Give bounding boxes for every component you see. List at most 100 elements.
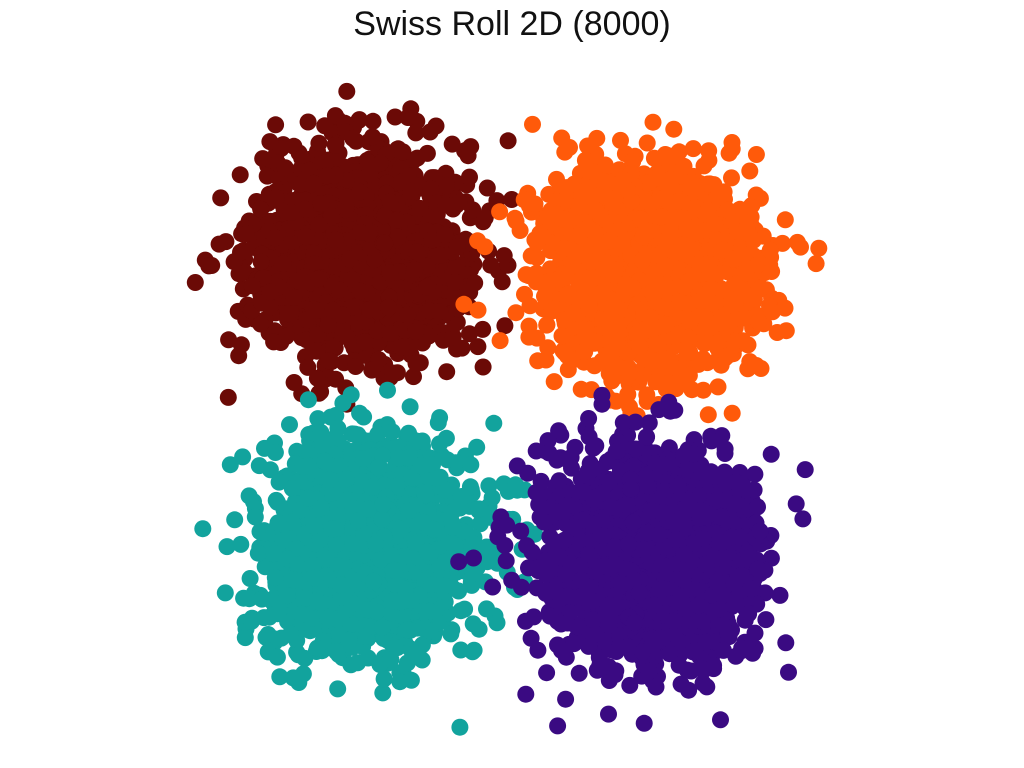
scatter-point [768,324,786,341]
scatter-point [356,333,374,351]
scatter-point [363,361,381,379]
scatter-point [613,235,631,252]
scatter-point [296,200,314,218]
scatter-point [267,116,285,134]
scatter-point [720,144,738,162]
scatter-point [617,275,635,293]
scatter-point [338,82,356,100]
scatter-point [308,369,326,387]
scatter-point [254,150,272,168]
scatter-point [341,250,358,268]
scatter-point [493,273,511,291]
scatter-point [310,270,328,288]
scatter-point [443,135,461,153]
scatter-point [310,216,328,234]
scatter-point [243,277,261,295]
scatter-point [685,180,703,198]
scatter-point [476,209,494,227]
scatter-point [810,239,828,257]
scatter-point [474,320,492,338]
scatter-point [528,249,546,266]
scatter-point [723,404,741,422]
scatter-point [705,176,723,194]
scatter-point [507,304,525,322]
scatter-point [609,358,627,376]
scatter-point [329,680,347,698]
scatter-point [576,151,594,169]
scatter-point [422,180,440,198]
scatter-point [670,192,688,210]
scatter-point [742,198,760,216]
scatter-point [324,301,342,319]
scatter-point [252,315,270,333]
scatter-point [379,381,396,399]
scatter-point [499,132,517,150]
scatter-point [588,129,606,147]
scatter-point [265,333,283,351]
scatter-point [352,223,369,241]
scatter-point [482,256,500,274]
scatter-point [517,266,535,284]
scatter-point [285,374,303,391]
scatter-point [407,322,425,340]
scatter-point [515,191,533,209]
scatter-point [388,211,405,229]
scatter-point [647,373,665,391]
scatter-point [421,123,439,141]
scatter-point [392,338,410,356]
scatter-point [478,600,495,618]
scatter-point [449,238,466,255]
scatter-point [344,129,362,147]
scatter-point [660,279,678,297]
scatter-point [461,325,478,343]
scatter-point [232,336,250,354]
scatter-point [692,292,710,310]
scatter-point [706,215,724,233]
scatter-point [362,156,379,174]
scatter-point [285,289,303,306]
scatter-point [210,235,228,253]
scatter-point [566,243,584,261]
scatter-point [380,298,397,316]
scatter-point [585,357,603,375]
scatter-point [661,352,679,369]
scatter-point [733,245,751,263]
scatter-point [719,201,737,219]
scatter-point [316,154,334,172]
scatter-point [456,600,474,618]
scatter-point [233,243,251,261]
scatter-point [556,344,574,362]
scatter-point [651,247,668,264]
scatter-point [764,303,781,321]
scatter-point [312,383,330,401]
scatter-point [737,264,755,282]
scatter-point [376,234,394,252]
scatter-point [612,131,629,149]
scatter-point [212,189,230,207]
scatter-point [528,234,546,252]
scatter-point [580,300,598,318]
scatter-point [631,338,649,356]
scatter-point [556,210,574,228]
scatter-point [739,360,757,378]
scatter-point [538,316,556,334]
scatter-point [709,378,727,396]
scatter-point [274,255,292,273]
scatter-point [299,391,317,409]
scatter-point [711,314,729,332]
scatter-point [364,128,382,146]
scatter-point [252,253,270,271]
scatter-point [461,168,478,186]
series-cluster-3 [194,381,544,736]
scatter-point [431,246,449,264]
scatter-point [266,229,284,247]
scatter-point [684,140,702,158]
scatter-point [442,625,460,643]
scatter-point [431,303,449,321]
scatter-point [474,358,492,376]
scatter-point [381,325,399,342]
scatter-point [347,358,365,375]
chart-title: Swiss Roll 2D (8000) [353,5,671,43]
scatter-point [609,175,627,193]
scatter-point [587,201,605,219]
